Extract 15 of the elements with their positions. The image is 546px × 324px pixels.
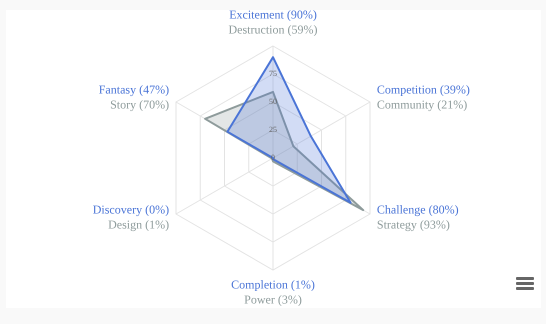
spoke-label: Challenge (80%)	[376, 202, 459, 217]
text: Story (70%)	[110, 98, 170, 112]
spoke-label: Discovery (0%)	[92, 202, 170, 217]
spoke-label: Excitement (90%)	[229, 8, 317, 22]
text: Strategy (93%)	[376, 218, 450, 232]
y-tick-label: 25	[269, 125, 277, 134]
spoke-label: Fantasy (47%)	[98, 82, 170, 97]
text: Design (1%)	[108, 218, 170, 232]
text: Destruction (59%)	[228, 22, 318, 37]
spoke-label: Completion (1%)	[231, 278, 315, 292]
y-tick-label: 75	[269, 69, 277, 78]
spoke-label: Competition (39%)	[376, 82, 470, 97]
y-tick-label: 50	[269, 97, 277, 106]
text: Community (21%)	[376, 98, 468, 112]
text: Power (3%)	[244, 292, 302, 307]
